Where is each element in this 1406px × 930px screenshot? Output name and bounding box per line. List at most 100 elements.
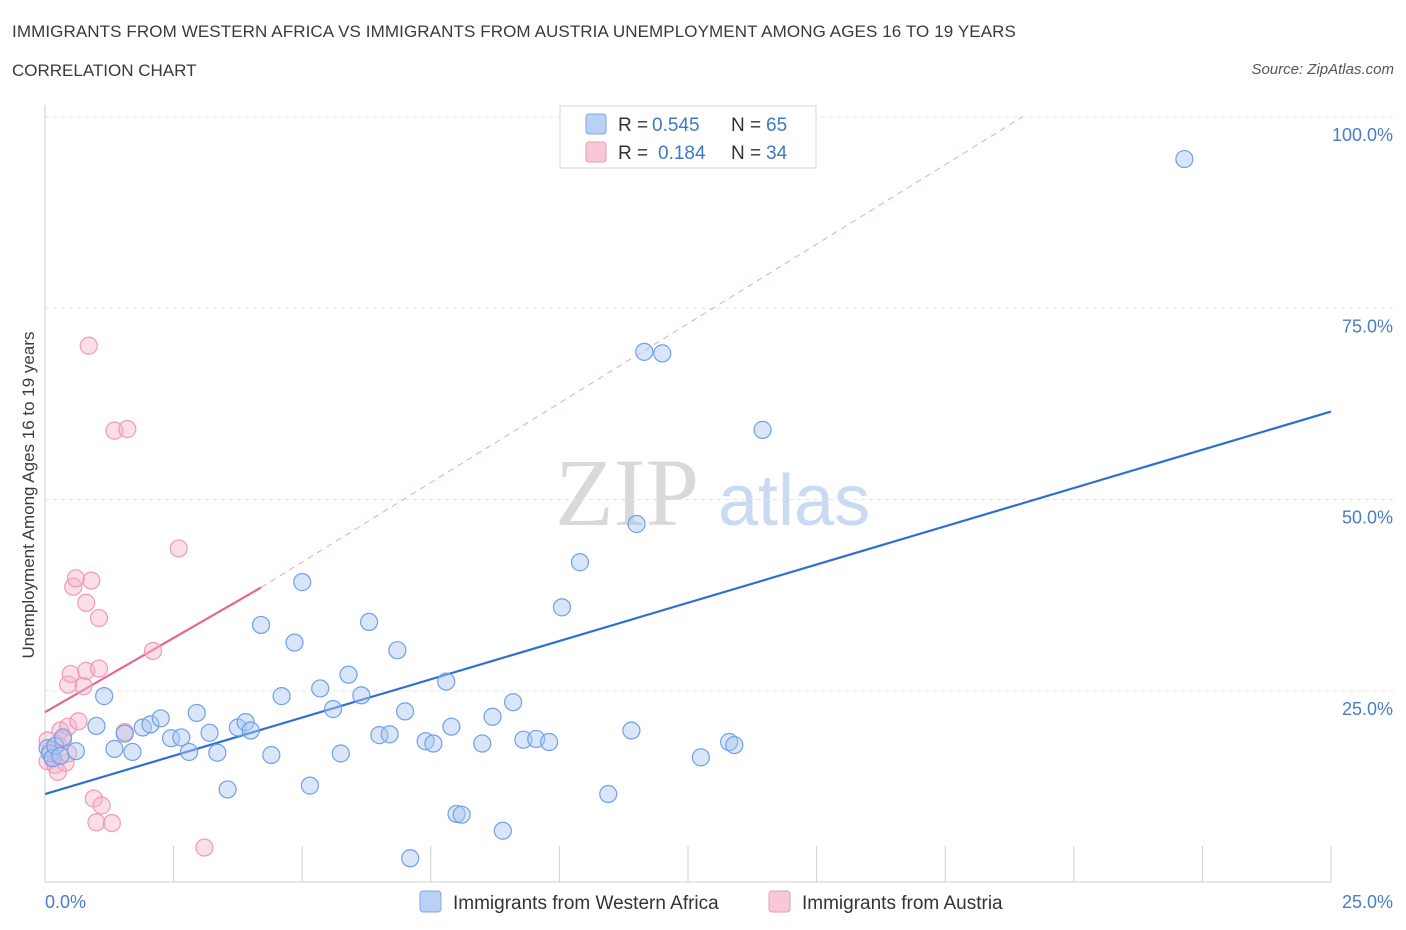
austria-point-32 (169, 539, 188, 558)
stats-legend: R = 0.545 N = 65 R = 0.184 N = 34 (559, 105, 817, 169)
legend-swatch-austria (585, 141, 607, 163)
y-tick-label-1: 50.0% (1342, 508, 1393, 528)
western-africa-point-35 (352, 686, 371, 705)
austria-point-31 (143, 641, 163, 661)
austria-point-33 (195, 838, 214, 857)
bottom-legend-label-western-africa: Immigrants from Western Africa (453, 893, 719, 914)
watermark-zip: ZIP (555, 439, 699, 546)
western-africa-point-28 (285, 633, 304, 652)
austria-point-19 (77, 593, 96, 612)
austria-point-15 (66, 569, 85, 588)
austria-point-12 (59, 675, 78, 694)
austria-point-16 (69, 712, 88, 731)
bottom-legend-label-austria: Immigrants from Austria (802, 893, 1003, 914)
western-africa-point-31 (311, 679, 330, 698)
western-africa-point-66 (1175, 149, 1194, 169)
western-africa-point-61 (653, 344, 672, 363)
chart-subtitle: CORRELATION CHART (12, 61, 197, 80)
western-africa-point-38 (380, 725, 399, 744)
western-africa-point-20 (208, 743, 227, 762)
western-africa-point-30 (300, 776, 320, 795)
legend-n-value-2: 34 (766, 143, 788, 164)
western-africa-point-50 (493, 821, 512, 840)
x-tick-label-0: 0.0% (45, 892, 86, 912)
austria-point-13 (61, 664, 80, 684)
western-africa-point-13 (141, 715, 160, 734)
legend-n-label-2: N = (731, 143, 761, 164)
legend-r-label-2: R = (618, 143, 648, 164)
legend-r-value-2: 0.184 (658, 143, 706, 164)
legend-r-label-1: R = (618, 115, 648, 136)
gridlines (45, 116, 1393, 692)
western-africa-point-65 (753, 420, 772, 439)
legend-swatch-western-africa (585, 113, 607, 135)
western-africa-point-8 (95, 687, 114, 706)
western-africa-point-10 (115, 724, 134, 743)
western-africa-point-48 (473, 734, 492, 753)
western-africa-point-19 (200, 723, 219, 742)
western-africa-point-24 (241, 721, 260, 740)
western-africa-point-63 (720, 732, 739, 752)
western-africa-point-5 (53, 728, 73, 747)
western-africa-point-18 (187, 703, 206, 723)
western-africa-point-62 (691, 748, 710, 767)
western-africa-point-34 (339, 665, 358, 684)
western-africa-point-37 (370, 726, 389, 745)
western-africa-point-6 (66, 742, 85, 761)
western-africa-point-56 (570, 553, 590, 572)
western-africa-point-46 (447, 804, 466, 824)
bottom-legend-swatch-western-africa (419, 890, 442, 913)
western-africa-point-43 (424, 734, 443, 753)
western-africa-point-33 (331, 744, 350, 763)
austria-point-21 (82, 571, 101, 590)
western-africa-point-64 (725, 735, 744, 755)
western-africa-point-17 (179, 742, 199, 762)
western-africa-point-59 (627, 514, 646, 534)
western-africa-point-26 (262, 745, 281, 765)
western-africa-point-52 (514, 730, 533, 749)
western-africa-point-54 (540, 732, 559, 752)
western-africa-point-25 (251, 615, 271, 635)
western-africa-point-58 (622, 721, 641, 740)
western-africa-point-45 (442, 717, 461, 736)
bottom-legend-swatch-austria (768, 890, 791, 913)
chart-title: IMMIGRANTS FROM WESTERN AFRICA VS IMMIGR… (12, 22, 1016, 41)
austria-point-11 (59, 717, 78, 736)
western-africa-point-49 (483, 707, 502, 726)
source-label: Source: ZipAtlas.com (1251, 61, 1394, 78)
western-africa-point-51 (504, 693, 523, 712)
austria-point-26 (92, 796, 111, 815)
data-points (38, 149, 1194, 868)
watermark-atlas: atlas (718, 461, 870, 541)
western-africa-point-11 (123, 742, 142, 762)
austria-point-30 (118, 420, 137, 439)
western-africa-point-36 (359, 612, 379, 632)
western-africa-point-44 (437, 672, 456, 691)
austria-point-24 (89, 608, 109, 628)
austria-point-22 (84, 789, 103, 808)
western-africa-point-39 (388, 641, 407, 660)
austria-point-23 (87, 813, 106, 832)
western-africa-point-16 (172, 728, 191, 747)
legend-n-value-1: 65 (766, 115, 787, 136)
western-africa-point-4 (51, 746, 70, 765)
western-africa-point-21 (218, 780, 237, 799)
western-africa-point-15 (161, 729, 181, 748)
austria-point-27 (102, 813, 121, 833)
western-africa-point-14 (151, 709, 170, 728)
western-africa-point-57 (599, 784, 618, 804)
y-axis-title: Unemployment Among Ages 16 to 19 years (19, 332, 38, 659)
austria-point-17 (74, 677, 93, 696)
austria-trend-line (44, 586, 262, 714)
tick-labels: 25.0% 50.0% 75.0% 100.0% 0.0% 25.0% (45, 125, 1393, 912)
western-africa-point-60 (635, 342, 654, 361)
western-africa-point-29 (293, 573, 312, 592)
western-africa-point-32 (323, 700, 343, 719)
western-africa-point-9 (105, 739, 124, 758)
y-tick-label-0: 25.0% (1342, 699, 1393, 719)
austria-point-25 (89, 659, 109, 678)
legend-r-value-1: 0.545 (652, 115, 700, 136)
austria-point-20 (79, 336, 98, 355)
x-tick-label-1: 25.0% (1342, 892, 1393, 912)
